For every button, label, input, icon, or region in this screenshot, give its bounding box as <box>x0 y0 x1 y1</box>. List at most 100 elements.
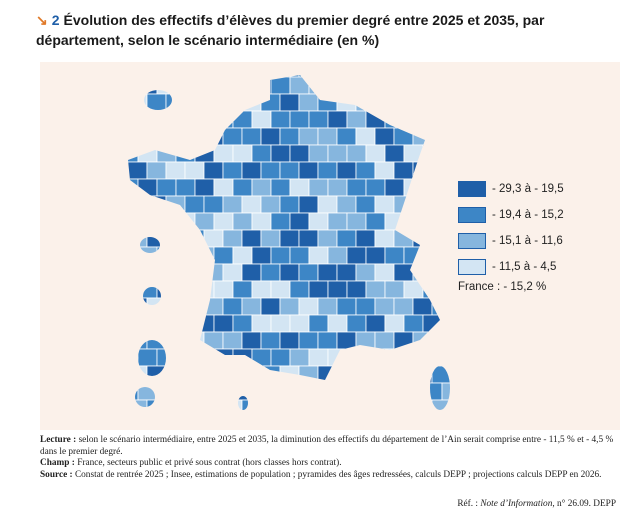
department <box>308 144 329 163</box>
department <box>146 399 167 410</box>
ref-title: Note d’Information <box>480 499 553 509</box>
department <box>327 348 348 367</box>
department <box>298 195 319 214</box>
department <box>317 365 338 384</box>
department <box>251 246 272 265</box>
department <box>403 280 424 299</box>
department <box>165 127 186 146</box>
legend-label: - 29,3 à - 19,5 <box>492 183 564 195</box>
department <box>232 280 253 299</box>
department <box>203 297 224 316</box>
department <box>241 195 262 214</box>
department <box>442 417 461 434</box>
department <box>327 246 348 265</box>
department <box>100 349 119 366</box>
department <box>346 178 367 197</box>
department <box>128 399 129 410</box>
department <box>404 417 423 434</box>
department <box>232 348 253 367</box>
department <box>213 246 234 265</box>
department <box>365 144 386 163</box>
department <box>317 161 338 180</box>
department <box>128 297 129 316</box>
department <box>279 93 300 112</box>
department <box>431 331 450 350</box>
department <box>271 417 290 434</box>
department <box>165 297 186 316</box>
department <box>317 229 338 248</box>
legend-swatch <box>458 233 486 249</box>
department <box>298 297 319 316</box>
department <box>213 280 234 299</box>
department <box>374 263 395 282</box>
department <box>317 331 338 350</box>
department <box>100 247 119 264</box>
department <box>260 297 281 316</box>
department <box>241 127 262 146</box>
department <box>279 297 300 316</box>
department <box>128 229 129 248</box>
department <box>232 212 253 231</box>
department <box>270 348 291 367</box>
department <box>128 263 129 282</box>
department <box>317 263 338 282</box>
department <box>194 382 215 401</box>
department <box>308 110 329 129</box>
department <box>317 297 338 316</box>
department <box>412 161 433 180</box>
department <box>128 246 139 265</box>
department <box>308 76 329 95</box>
department <box>422 382 443 401</box>
department <box>222 263 243 282</box>
department <box>241 75 262 78</box>
note-label: Champ : <box>40 458 75 468</box>
department <box>393 195 414 214</box>
department <box>298 263 319 282</box>
department <box>412 331 433 350</box>
department <box>451 400 470 417</box>
department <box>128 93 148 112</box>
department <box>327 212 348 231</box>
department <box>241 365 262 384</box>
department <box>184 399 205 410</box>
department <box>184 93 205 112</box>
department <box>203 127 224 146</box>
department <box>194 212 215 231</box>
title: Évolution des effectifs d’élèves du prem… <box>36 12 545 48</box>
department <box>184 127 205 146</box>
department <box>289 348 310 367</box>
department <box>270 178 291 197</box>
department <box>270 212 291 231</box>
department <box>128 348 139 367</box>
department <box>232 144 253 163</box>
department <box>403 76 424 95</box>
legend: - 29,3 à - 19,5 - 19,4 à - 15,2 - 15,1 à -… <box>458 176 564 280</box>
department <box>203 229 224 248</box>
department <box>451 60 470 77</box>
department <box>336 399 357 410</box>
department <box>260 399 281 410</box>
department <box>184 263 205 282</box>
department <box>241 399 262 410</box>
department <box>260 93 281 112</box>
department <box>260 263 281 282</box>
department <box>289 382 310 401</box>
note-text: Constat de rentrée 2025 ; Insee, estimat… <box>74 469 602 480</box>
department <box>213 212 234 231</box>
department <box>412 195 433 214</box>
department <box>422 144 443 163</box>
department <box>175 280 196 299</box>
department <box>451 332 470 349</box>
department <box>146 331 167 350</box>
department <box>175 110 196 129</box>
department <box>431 399 450 410</box>
department <box>156 348 177 367</box>
department <box>260 161 281 180</box>
legend-swatch <box>458 181 486 197</box>
department <box>336 365 357 384</box>
department <box>260 331 281 350</box>
department <box>251 280 272 299</box>
department <box>403 382 424 401</box>
department <box>128 75 148 78</box>
department <box>270 280 291 299</box>
